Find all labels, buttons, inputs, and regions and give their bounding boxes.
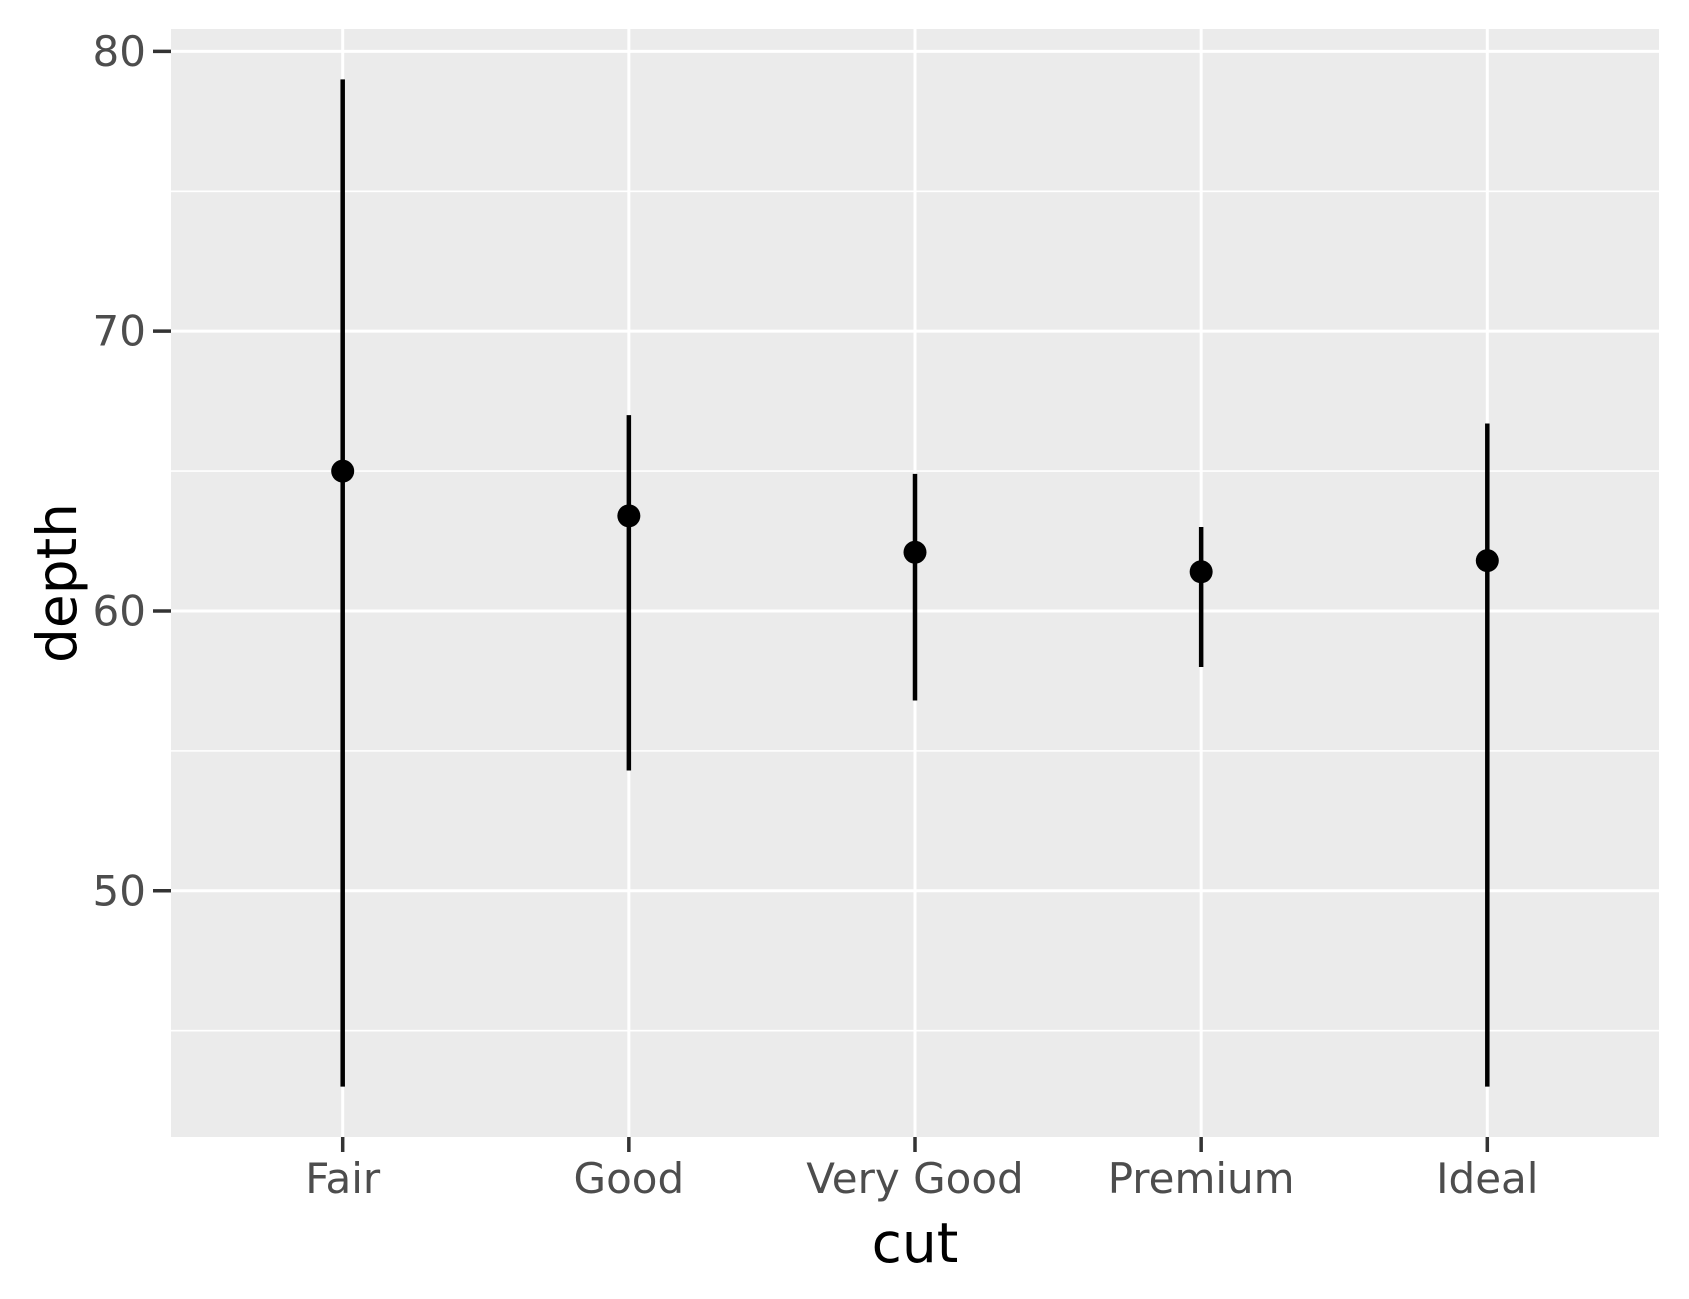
y-tick-label: 80 xyxy=(93,27,146,76)
median-point xyxy=(1475,549,1499,573)
median-point xyxy=(331,459,355,483)
geom-layer xyxy=(331,79,1499,1087)
y-axis-title: depth xyxy=(25,503,89,663)
x-tick-label: Fair xyxy=(305,1154,381,1203)
x-tick-label: Premium xyxy=(1108,1154,1295,1203)
y-tick-label: 50 xyxy=(93,866,146,915)
median-point xyxy=(1189,560,1213,584)
x-tick-label: Very Good xyxy=(806,1154,1023,1203)
x-tick-label: Ideal xyxy=(1436,1154,1538,1203)
x-axis-title: cut xyxy=(872,1211,959,1275)
x-tick-label: Good xyxy=(574,1154,685,1203)
median-point xyxy=(903,540,927,564)
y-tick-label: 70 xyxy=(93,307,146,356)
axis-layer: 50 60 70 80 Fair Good Very Good Premium Ideal xyxy=(93,27,1539,1203)
y-tick-label: 60 xyxy=(93,586,146,635)
median-point xyxy=(617,504,641,528)
